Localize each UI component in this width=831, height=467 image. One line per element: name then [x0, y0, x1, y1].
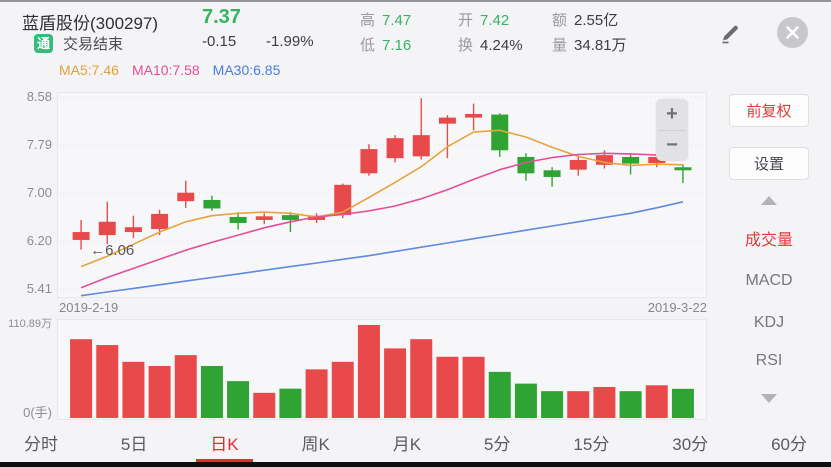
- ma10-label: MA10:7.58: [131, 62, 200, 78]
- price-tick-7.00: 7.00: [26, 185, 52, 200]
- stat-volume-value: 34.81万: [574, 37, 627, 54]
- price-tick-8.58: 8.58: [26, 89, 52, 104]
- stat-open-value: 7.42: [480, 12, 510, 29]
- hk-connect-badge: 通: [34, 34, 53, 53]
- tab-5day[interactable]: 5日: [120, 434, 148, 454]
- candlestick-chart-pane[interactable]: ←6.06: [57, 92, 707, 298]
- forward-adjust-button[interactable]: 前复权: [729, 94, 809, 127]
- tab-weekly-k[interactable]: 周K: [301, 434, 330, 454]
- axis-end-date: 2019-3-22: [647, 300, 707, 315]
- indicator-rsi[interactable]: RSI: [755, 352, 783, 369]
- stock-title: 蓝盾股份(300297): [22, 14, 159, 33]
- price-change-percent: -1.99%: [266, 33, 314, 50]
- indicator-scroll-up-icon[interactable]: [761, 196, 777, 205]
- stat-turnover: 换 4.24%: [458, 34, 523, 55]
- stat-open-label: 开: [458, 12, 474, 29]
- tab-daily-k[interactable]: 日K: [196, 430, 254, 464]
- screen-top-edge: [0, 0, 831, 2]
- stat-low-label: 低: [360, 37, 376, 54]
- indicator-volume[interactable]: 成交量: [744, 232, 793, 249]
- stat-low-value: 7.16: [382, 37, 412, 54]
- tab-30min[interactable]: 30分: [672, 434, 709, 454]
- price-tick-5.41: 5.41: [26, 281, 52, 296]
- stat-volume: 量 34.81万: [552, 34, 627, 55]
- volume-zero-label: 0(手): [23, 405, 52, 420]
- stat-amount-value: 2.55亿: [574, 12, 619, 29]
- close-icon[interactable]: [777, 17, 808, 48]
- tab-5min[interactable]: 5分: [484, 434, 511, 454]
- tab-monthly-k[interactable]: 月K: [392, 434, 422, 454]
- price-tick-7.79: 7.79: [26, 137, 52, 152]
- stat-high-label: 高: [360, 12, 376, 29]
- stat-low: 低 7.16: [360, 34, 411, 55]
- tab-15min[interactable]: 15分: [573, 434, 610, 454]
- ma5-label: MA5:7.46: [59, 62, 119, 78]
- current-price: 7.37: [202, 6, 241, 28]
- axis-start-date: 2019-2-19: [59, 300, 119, 315]
- tab-60min[interactable]: 60分: [771, 434, 807, 454]
- candlestick-chart: ←6.06: [59, 96, 705, 297]
- stat-turnover-value: 4.24%: [480, 37, 523, 54]
- stat-turnover-label: 换: [458, 37, 474, 54]
- ma30-label: MA30:6.85: [212, 62, 281, 78]
- period-tab-bar: 分时 5日 日K 周K 月K 5分 15分 30分 60分: [0, 425, 831, 464]
- zoom-control-divider: [658, 129, 686, 131]
- session-row: 通 交易结束: [34, 33, 123, 54]
- stat-high: 高 7.47: [360, 9, 411, 30]
- volume-chart: [70, 325, 694, 418]
- settings-button[interactable]: 设置: [729, 147, 809, 180]
- indicator-kdj[interactable]: KDJ: [753, 314, 785, 331]
- price-tick-6.20: 6.20: [26, 233, 52, 248]
- indicator-scroll-down-icon[interactable]: [761, 394, 777, 403]
- volume-max-label: 110.89万: [8, 318, 52, 330]
- volume-chart-pane[interactable]: [57, 319, 707, 420]
- indicator-macd[interactable]: MACD: [745, 272, 793, 289]
- stat-amount: 额 2.55亿: [552, 9, 618, 30]
- screen-bottom-edge: [0, 462, 831, 467]
- svg-text:←6.06: ←6.06: [90, 242, 134, 259]
- stat-volume-label: 量: [552, 37, 568, 54]
- ma-labels-row: MA5:7.46 MA10:7.58 MA30:6.85: [59, 62, 280, 78]
- chart-zoom-control: + −: [656, 99, 688, 161]
- zoom-in-button[interactable]: +: [666, 102, 678, 125]
- stat-open: 开 7.42: [458, 9, 509, 30]
- stat-amount-label: 额: [552, 12, 568, 29]
- tab-minute[interactable]: 分时: [24, 434, 58, 454]
- zoom-out-button[interactable]: −: [666, 134, 678, 157]
- edit-pencil-icon[interactable]: [718, 20, 744, 46]
- stat-high-value: 7.47: [382, 12, 412, 29]
- price-change: -0.15: [202, 33, 237, 50]
- session-status: 交易结束: [63, 36, 124, 53]
